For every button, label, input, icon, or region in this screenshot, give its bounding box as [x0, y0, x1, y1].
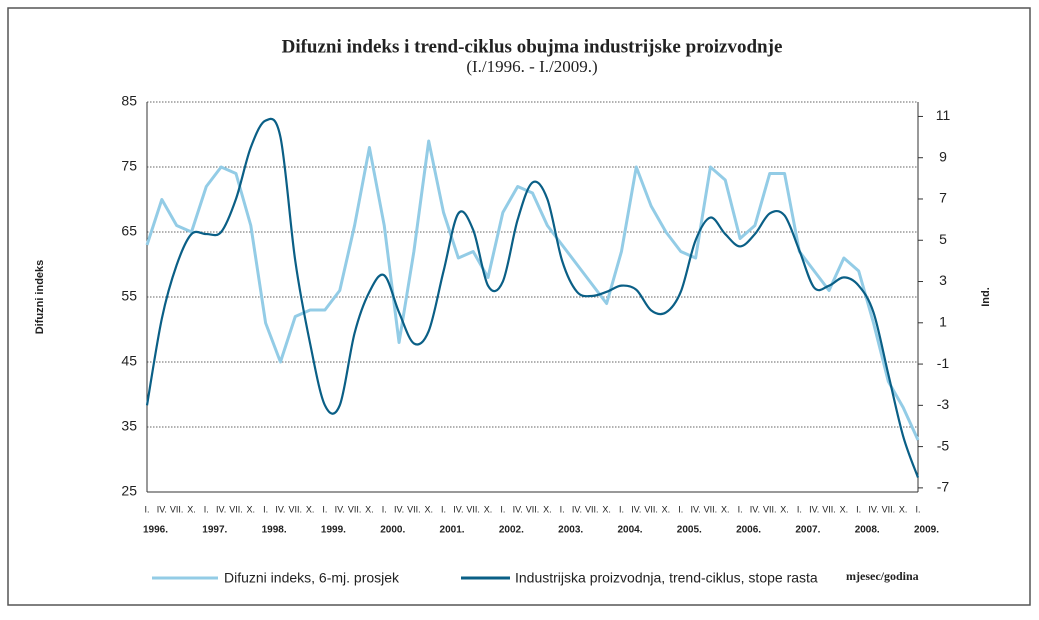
year-label: 2009.	[914, 525, 939, 536]
x-tick-label: VII.	[644, 504, 658, 514]
x-tick-label: I.	[915, 504, 920, 514]
y2-tick-label: 5	[939, 231, 947, 247]
x-tick-label: I.	[263, 504, 268, 514]
year-label: 2006.	[736, 525, 761, 536]
x-tick-label: X.	[899, 504, 908, 514]
year-label: 2002.	[499, 525, 524, 536]
x-tick-label: VII.	[763, 504, 777, 514]
x-tick-label: X.	[424, 504, 433, 514]
x-tick-label: X.	[543, 504, 552, 514]
x-tick-label: I.	[322, 504, 327, 514]
x-tick-label: X.	[840, 504, 849, 514]
x-tick-label: I.	[678, 504, 683, 514]
x-tick-label: X.	[306, 504, 315, 514]
year-label: 2007.	[795, 525, 820, 536]
x-tick-label: I.	[856, 504, 861, 514]
x-tick-label: IV.	[394, 504, 404, 514]
year-label: 1999.	[321, 525, 346, 536]
x-tick-label: IV.	[453, 504, 463, 514]
x-tick-label: I.	[560, 504, 565, 514]
x-tick-label: VII.	[585, 504, 599, 514]
year-label: 2004.	[617, 525, 642, 536]
x-tick-label: I.	[797, 504, 802, 514]
x-tick-label: IV.	[809, 504, 819, 514]
year-label: 1997.	[202, 525, 227, 536]
x-tick-label: X.	[662, 504, 671, 514]
x-tick-label: IV.	[572, 504, 582, 514]
x-tick-label: IV.	[216, 504, 226, 514]
y2-tick-label: 7	[939, 190, 947, 206]
x-tick-label: VII.	[882, 504, 896, 514]
x-tick-label: I.	[144, 504, 149, 514]
year-label: 2000.	[380, 525, 405, 536]
y2-tick-label: 9	[939, 148, 947, 164]
x-tick-label: IV.	[631, 504, 641, 514]
chart-subtitle: (I./1996. - I./2009.)	[466, 57, 597, 76]
x-tick-label: I.	[738, 504, 743, 514]
series-line	[145, 139, 920, 441]
year-label: 1996.	[143, 525, 168, 536]
x-tick-label: IV.	[275, 504, 285, 514]
series-line	[145, 117, 920, 478]
x-tick-label: VII.	[229, 504, 243, 514]
x-tick-label: VII.	[289, 504, 303, 514]
x-tick-label: X.	[187, 504, 196, 514]
x-tick-label: I.	[500, 504, 505, 514]
x-tick-label: VII.	[407, 504, 421, 514]
x-tick-label: X.	[602, 504, 611, 514]
x-tick-label: IV.	[750, 504, 760, 514]
year-label: 2003.	[558, 525, 583, 536]
x-tick-label: I.	[382, 504, 387, 514]
y-tick-label: 75	[121, 158, 137, 174]
y2-tick-label: 1	[939, 313, 947, 329]
x-tick-label: X.	[247, 504, 256, 514]
y-tick-label: 35	[121, 418, 137, 434]
x-tick-label: IV.	[157, 504, 167, 514]
x-tick-label: IV.	[691, 504, 701, 514]
x-tick-label: X.	[484, 504, 493, 514]
y-tick-label: 45	[121, 353, 137, 369]
year-label: 1998.	[262, 525, 287, 536]
x-tick-label: X.	[721, 504, 730, 514]
x-tick-label: IV.	[868, 504, 878, 514]
frame	[7, 7, 1031, 606]
year-label: 2005.	[677, 525, 702, 536]
x-tick-label: X.	[780, 504, 789, 514]
y2-tick-label: -7	[937, 479, 950, 495]
x-tick-label: I.	[441, 504, 446, 514]
y-tick-label: 85	[121, 93, 137, 109]
x-tick-label: VII.	[466, 504, 480, 514]
y2-tick-label: 3	[939, 272, 947, 288]
legend-label: Difuzni indeks, 6-mj. prosjek	[224, 570, 400, 586]
y-tick-label: 65	[121, 223, 137, 239]
x-tick-label: IV.	[513, 504, 523, 514]
x-tick-label: VII.	[348, 504, 362, 514]
y2-tick-label: -5	[937, 437, 950, 453]
x-tick-label: I.	[204, 504, 209, 514]
x-tick-label: VII.	[822, 504, 836, 514]
x-tick-label: I.	[619, 504, 624, 514]
legend-label: Industrijska proizvodnja, trend-ciklus, …	[515, 570, 818, 586]
x-tick-label: X.	[365, 504, 374, 514]
x-axis-label: mjesec/godina	[846, 569, 919, 583]
y2-tick-label: -1	[937, 355, 950, 371]
y-tick-label: 25	[121, 483, 137, 499]
year-label: 2008.	[855, 525, 880, 536]
chart-title: Difuzni indeks i trend-ciklus obujma ind…	[282, 36, 783, 57]
y-axis-label: Difuzni indeks	[34, 260, 46, 335]
y-tick-label: 55	[121, 288, 137, 304]
y2-axis-label: Ind.	[980, 287, 992, 307]
y2-tick-label: -3	[937, 396, 950, 412]
x-tick-label: VII.	[704, 504, 718, 514]
x-tick-label: VII.	[526, 504, 540, 514]
x-tick-label: VII.	[170, 504, 184, 514]
y2-tick-label: 11	[936, 107, 951, 123]
year-label: 2001.	[440, 525, 465, 536]
x-tick-label: IV.	[335, 504, 345, 514]
